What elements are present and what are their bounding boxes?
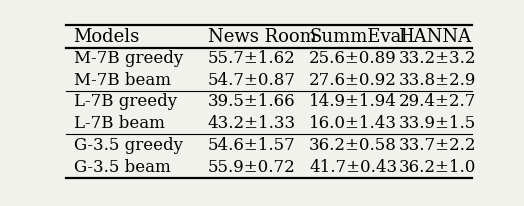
Text: G-3.5 greedy: G-3.5 greedy <box>73 137 183 154</box>
Text: 54.6±1.57: 54.6±1.57 <box>208 137 296 154</box>
Text: L-7B greedy: L-7B greedy <box>73 93 177 110</box>
Text: 55.7±1.62: 55.7±1.62 <box>208 50 296 67</box>
Text: 16.0±1.43: 16.0±1.43 <box>309 115 397 132</box>
Text: 36.2±1.0: 36.2±1.0 <box>398 159 476 176</box>
Text: 33.8±2.9: 33.8±2.9 <box>398 72 476 89</box>
Text: G-3.5 beam: G-3.5 beam <box>73 159 170 176</box>
Text: L-7B beam: L-7B beam <box>73 115 165 132</box>
Text: 43.2±1.33: 43.2±1.33 <box>208 115 296 132</box>
Text: 33.9±1.5: 33.9±1.5 <box>398 115 476 132</box>
Text: News Room: News Room <box>208 28 316 46</box>
Text: 27.6±0.92: 27.6±0.92 <box>309 72 397 89</box>
Text: 55.9±0.72: 55.9±0.72 <box>208 159 296 176</box>
Text: M-7B beam: M-7B beam <box>73 72 171 89</box>
Text: 29.4±2.7: 29.4±2.7 <box>398 93 476 110</box>
Text: 33.7±2.2: 33.7±2.2 <box>398 137 476 154</box>
Text: HANNA: HANNA <box>398 28 472 46</box>
Text: 54.7±0.87: 54.7±0.87 <box>208 72 296 89</box>
Text: Models: Models <box>73 28 140 46</box>
Text: 14.9±1.94: 14.9±1.94 <box>309 93 397 110</box>
Text: 41.7±0.43: 41.7±0.43 <box>309 159 397 176</box>
Text: 39.5±1.66: 39.5±1.66 <box>208 93 295 110</box>
Text: 36.2±0.58: 36.2±0.58 <box>309 137 397 154</box>
Text: 25.6±0.89: 25.6±0.89 <box>309 50 397 67</box>
Text: 33.2±3.2: 33.2±3.2 <box>398 50 476 67</box>
Text: M-7B greedy: M-7B greedy <box>73 50 183 67</box>
Text: SummEval: SummEval <box>309 28 407 46</box>
